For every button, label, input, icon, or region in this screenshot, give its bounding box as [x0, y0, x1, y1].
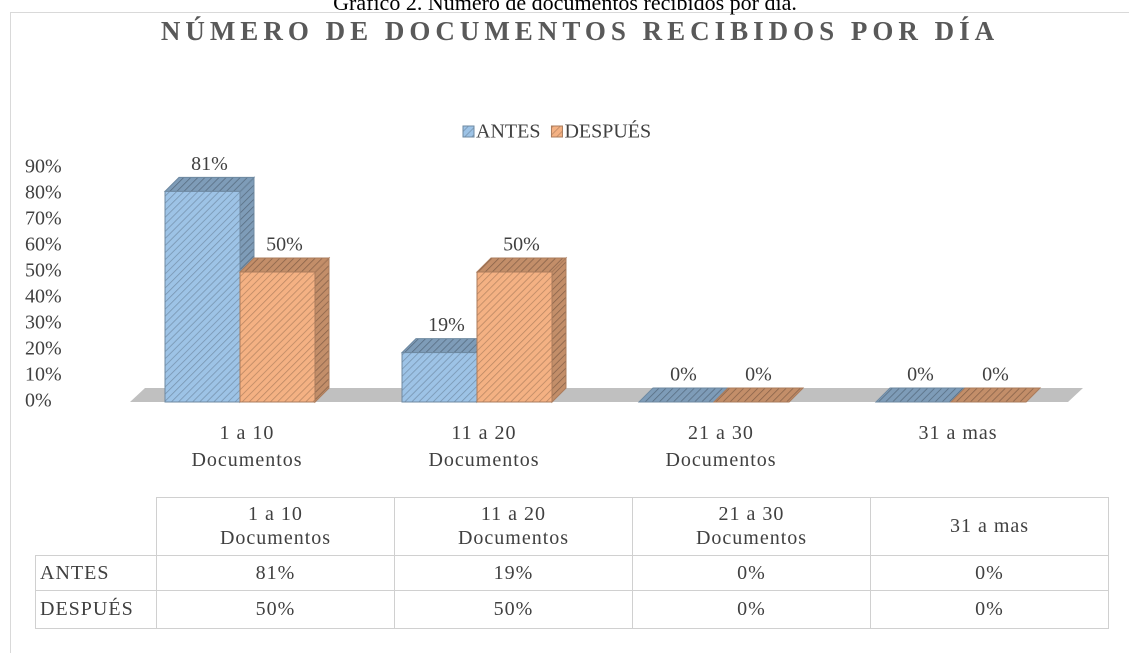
table-cell: 0% — [870, 589, 1109, 629]
table-header: 11 a 20 Documentos — [394, 497, 633, 556]
bar-top — [712, 387, 805, 403]
legend-swatch — [462, 125, 475, 138]
y-tick-label: 80% — [25, 182, 62, 204]
x-tick-label: 31 a mas — [918, 422, 998, 444]
table-row: ANTES 81% 19% 0% 0% — [35, 554, 1109, 591]
bar — [164, 190, 241, 403]
y-tick-label: 30% — [25, 312, 62, 334]
x-tick-label: 1 a 10 Documentos — [191, 422, 303, 471]
legend-swatch — [550, 125, 563, 138]
bar — [401, 352, 478, 403]
table-cell: 50% — [394, 589, 633, 629]
bar-top — [949, 387, 1042, 403]
bar — [476, 271, 553, 403]
data-label: 0% — [670, 364, 697, 386]
table-row: DESPUÉS 50% 50% 0% 0% — [35, 589, 1109, 629]
table-row-header: DESPUÉS — [35, 589, 157, 629]
legend-label: ANTES — [476, 121, 540, 143]
table-cell: 0% — [632, 554, 871, 591]
bar-top — [238, 257, 331, 273]
chart-title: NÚMERO DE DOCUMENTOS RECIBIDOS POR DÍA — [160, 16, 1000, 46]
y-tick-label: 70% — [25, 208, 62, 230]
table-header-row: 1 a 10 Documentos 11 a 20 Documentos 21 a … — [35, 497, 1109, 556]
y-tick-label: 40% — [25, 286, 62, 308]
x-tick-label: 11 a 20 Documentos — [428, 422, 540, 471]
data-label: 81% — [191, 153, 228, 175]
floor — [130, 388, 1083, 402]
caption: Gráfico 2. Número de documentos recibido… — [333, 0, 797, 15]
bar-side — [551, 256, 567, 404]
table-header: 21 a 30 Documentos — [632, 497, 871, 556]
table-corner — [35, 497, 157, 556]
data-label: 50% — [503, 234, 540, 256]
data-label: 0% — [907, 364, 934, 386]
bar-top — [475, 257, 568, 273]
y-tick-label: 10% — [25, 364, 62, 386]
y-tick-label: 60% — [25, 234, 62, 256]
table-cell: 81% — [156, 554, 395, 591]
bar-top — [163, 176, 256, 192]
table-cell: 50% — [156, 589, 395, 629]
table-row-header: ANTES — [35, 554, 157, 591]
data-label: 19% — [428, 314, 465, 336]
table-header: 1 a 10 Documentos — [156, 497, 395, 556]
y-tick-label: 50% — [25, 260, 62, 282]
chart-frame — [10, 12, 1129, 653]
bar — [239, 271, 316, 403]
table-cell: 0% — [632, 589, 871, 629]
data-label: 50% — [266, 234, 303, 256]
y-tick-label: 0% — [25, 390, 52, 412]
bar-top — [637, 387, 730, 403]
bar-side — [314, 256, 330, 404]
data-label: 0% — [745, 364, 772, 386]
table-cell: 19% — [394, 554, 633, 591]
y-tick-label: 90% — [25, 156, 62, 178]
legend-label: DESPUÉS — [564, 120, 651, 143]
y-tick-label: 20% — [25, 338, 62, 360]
data-table: 1 a 10 Documentos 11 a 20 Documentos 21 a … — [35, 497, 1109, 629]
x-tick-label: 21 a 30 Documentos — [665, 422, 777, 471]
table-cell: 0% — [870, 554, 1109, 591]
data-label: 0% — [982, 364, 1009, 386]
bar-top — [874, 387, 967, 403]
table-header: 31 a mas — [870, 497, 1109, 556]
